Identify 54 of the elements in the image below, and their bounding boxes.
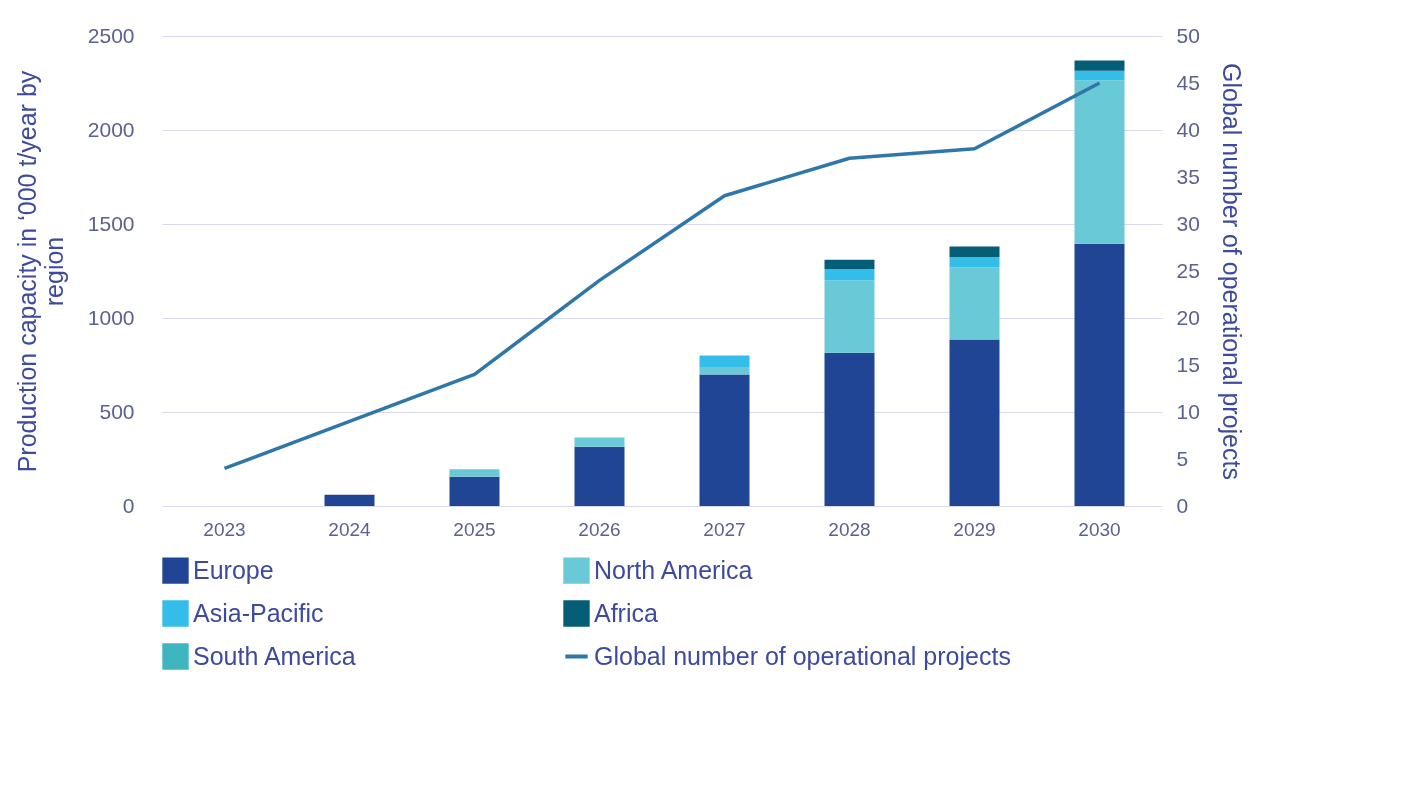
y2-axis-title: Global number of operational projects	[1217, 63, 1246, 480]
bar	[699, 366, 750, 375]
bar	[824, 269, 875, 281]
legend-label: Europe	[193, 555, 274, 584]
x-tick-label: 2024	[328, 518, 372, 540]
y2-tick-label: 10	[1176, 399, 1200, 423]
x-tick-label: 2023	[203, 518, 246, 540]
bar	[949, 267, 1000, 340]
x-tick-label: 2027	[703, 518, 746, 540]
bar	[699, 355, 750, 367]
y2-tick-label: 5	[1176, 446, 1189, 470]
y-tick-label: 0	[122, 493, 135, 517]
legend-label: Asia-Pacific	[193, 598, 324, 627]
y2-tick-label: 35	[1176, 164, 1200, 188]
bar	[699, 374, 750, 506]
bar	[949, 246, 1000, 257]
bar	[574, 446, 625, 506]
x-tick-label: 2030	[1078, 518, 1121, 540]
bar	[1074, 60, 1125, 71]
bar	[324, 494, 375, 506]
bar	[1074, 243, 1125, 506]
y-tick-label: 2500	[87, 23, 135, 47]
bar	[1074, 70, 1125, 81]
x-tick-label: 2025	[453, 518, 496, 540]
bar	[949, 256, 1000, 268]
y-tick-label: 1000	[87, 305, 135, 329]
bar	[824, 259, 875, 270]
y2-tick-label: 40	[1176, 117, 1200, 141]
legend-label: Global number of operational projects	[594, 641, 1011, 670]
legend-label: North America	[594, 555, 753, 584]
y2-tick-label: 15	[1176, 352, 1200, 376]
y-tick-label: 2000	[87, 117, 135, 141]
y-axis-title: Production capacity in ‘000 t/year by region	[12, 70, 68, 473]
y-tick-label: 500	[99, 399, 135, 423]
x-tick-label: 2026	[578, 518, 621, 540]
y2-tick-label: 0	[1176, 493, 1189, 517]
bar	[824, 352, 875, 506]
y2-tick-label: 30	[1176, 211, 1200, 235]
y-tick-label: 1500	[87, 211, 135, 235]
bar	[824, 280, 875, 353]
y2-tick-label: 50	[1176, 23, 1200, 47]
bar	[574, 437, 625, 447]
bar	[949, 339, 1000, 506]
legend-label: Africa	[594, 598, 658, 627]
x-tick-label: 2028	[828, 518, 871, 540]
y2-tick-label: 25	[1176, 258, 1200, 282]
legend-label: South America	[193, 641, 356, 670]
bar	[449, 476, 500, 506]
x-tick-label: 2029	[953, 518, 996, 540]
y2-tick-label: 20	[1176, 305, 1200, 329]
bar	[1074, 80, 1125, 244]
bar	[449, 469, 500, 477]
line-series	[222, 81, 1102, 471]
y2-tick-label: 45	[1176, 70, 1200, 94]
